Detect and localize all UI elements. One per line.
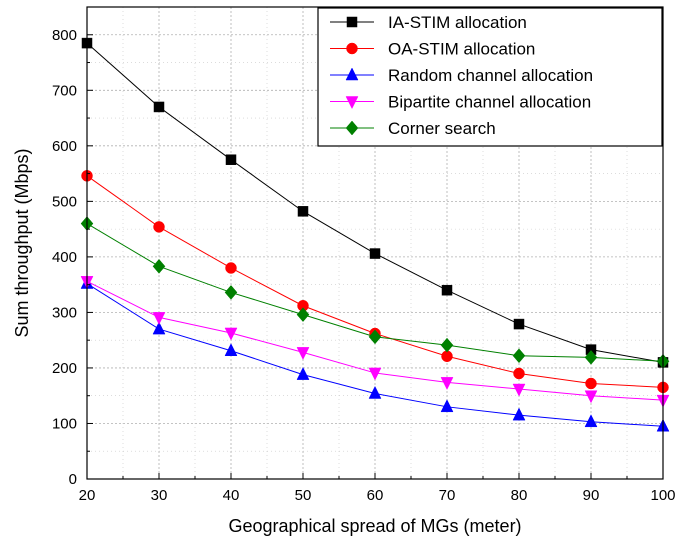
legend: IA-STIM allocation OA-STIM allocation Rand…	[317, 7, 663, 147]
data-point	[584, 414, 598, 428]
data-point	[368, 385, 382, 399]
legend-marker	[345, 96, 359, 110]
y-tick-label: 700	[52, 82, 77, 99]
legend-label: Random channel allocation	[388, 66, 593, 85]
data-point	[441, 284, 453, 296]
data-point	[225, 262, 237, 274]
y-tick-label: 200	[52, 360, 77, 377]
data-point	[152, 258, 166, 274]
legend-entry: IA-STIM allocation	[330, 13, 527, 32]
data-point	[512, 383, 526, 397]
data-point	[297, 206, 309, 217]
y-tick-label: 300	[52, 304, 77, 321]
y-tick-label: 400	[52, 249, 77, 266]
x-tick-label: 50	[295, 487, 312, 504]
legend-marker	[345, 67, 359, 81]
x-tick-labels: 20 30 40 50 60 70 80 90 100	[79, 487, 676, 504]
data-point	[296, 347, 310, 360]
legend-box	[317, 7, 663, 147]
y-axis-title: Sum throughput (Mbps)	[12, 148, 32, 337]
x-tick-label: 40	[223, 487, 240, 504]
data-point	[296, 367, 310, 380]
x-axis-title: Geographical spread of MGs (meter)	[228, 516, 521, 536]
legend-marker	[346, 16, 358, 28]
x-tick-label: 20	[79, 487, 96, 504]
data-point	[513, 318, 525, 330]
data-point	[225, 154, 237, 165]
legend-entry: Corner search	[330, 119, 496, 138]
legend-label: IA-STIM allocation	[388, 13, 527, 32]
data-point	[585, 377, 597, 390]
y-tick-labels: 0 100 200 300 400 500 600 700 800	[52, 27, 77, 488]
y-tick-label: 800	[52, 27, 77, 44]
legend-marker	[345, 120, 359, 136]
data-point	[224, 343, 238, 356]
data-point	[584, 390, 598, 404]
legend-label: Bipartite channel allocation	[388, 93, 591, 112]
legend-entry: Random channel allocation	[330, 66, 593, 85]
legend-entry: OA-STIM allocation	[330, 40, 535, 59]
x-tick-label: 80	[511, 487, 528, 504]
data-point	[512, 407, 526, 421]
data-point	[296, 307, 310, 323]
x-tick-label: 100	[650, 487, 675, 504]
data-point	[584, 350, 598, 365]
series-3	[80, 275, 670, 432]
data-point	[153, 221, 165, 233]
data-point	[153, 101, 165, 113]
data-point	[512, 348, 526, 364]
data-point	[224, 285, 238, 300]
axis-ticks	[86, 34, 664, 480]
x-tick-label: 90	[583, 487, 600, 504]
legend-entry: Bipartite channel allocation	[330, 93, 591, 112]
data-point	[152, 312, 166, 325]
data-point	[440, 337, 454, 353]
data-point	[152, 321, 166, 335]
data-point	[369, 248, 381, 259]
legend-marker	[346, 42, 358, 55]
data-point	[224, 327, 238, 341]
data-point	[440, 377, 454, 390]
legend-label: OA-STIM allocation	[388, 40, 535, 59]
legend-label: Corner search	[388, 119, 496, 138]
x-tick-label: 70	[439, 487, 456, 504]
data-point	[368, 367, 382, 381]
data-point	[368, 329, 382, 345]
data-point	[440, 399, 454, 413]
x-tick-label: 30	[151, 487, 168, 504]
data-point	[513, 367, 525, 380]
y-tick-label: 600	[52, 138, 77, 155]
y-tick-label: 500	[52, 193, 77, 210]
x-tick-label: 60	[367, 487, 384, 504]
y-tick-label: 0	[69, 471, 77, 488]
series-5	[80, 216, 670, 369]
y-tick-label: 100	[52, 415, 77, 432]
